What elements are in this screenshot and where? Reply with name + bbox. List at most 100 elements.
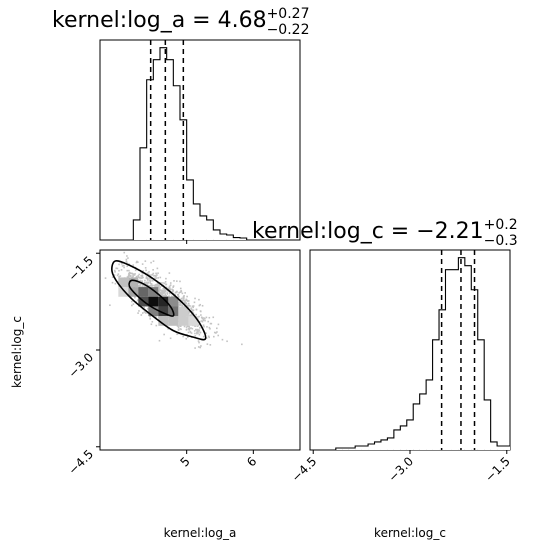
sample-point [141,274,144,277]
sample-point [189,314,192,317]
density-cell [188,316,199,326]
sample-point [152,260,155,262]
sample-point [114,271,116,273]
density-cell [158,296,169,307]
sample-point [166,292,169,294]
sample-point [151,285,154,287]
title-sup: +0.2 [484,217,518,233]
sample-point [156,274,158,276]
sample-point [208,336,210,339]
sample-point [144,260,147,262]
sample-point [188,325,190,327]
sample-point [132,275,134,278]
sample-point [205,337,208,339]
sample-point [197,324,200,327]
sample-point [143,284,145,287]
sample-point [194,332,196,335]
panel-title: kernel:log_c = −2.21+0.2 −0.3 [252,217,518,249]
sample-point [172,289,174,291]
sample-point [158,292,160,295]
sample-point [137,274,140,277]
sample-point [142,270,144,272]
sample-point [119,275,122,277]
x-tick-label: 6 [244,454,259,469]
density-cell [118,277,129,288]
sample-point [153,275,155,277]
sample-point [188,328,190,331]
sample-point [201,317,204,319]
sample-point [175,291,177,294]
sample-point [199,310,202,312]
sample-point [199,331,202,334]
sample-point [160,292,163,295]
histogram-bar [368,443,375,450]
sample-point [165,283,168,286]
sample-point [168,288,171,291]
sample-point [168,287,170,289]
sample-point [187,312,190,315]
sample-point [216,327,218,330]
sample-point [132,274,134,276]
sample-point [125,260,128,263]
sample-point [150,278,152,280]
sample-point [145,286,147,288]
sample-point [142,276,144,279]
contour-inner [128,279,175,317]
sample-point [156,285,159,288]
sample-point [149,274,151,277]
sample-point [164,290,167,293]
sample-point [184,301,187,304]
joint-density-panel: 5 6 −1.5 −3.0 −4.5 [66,249,301,478]
sample-point [162,295,164,298]
sample-point [159,293,162,296]
sample-point [129,272,132,275]
sample-point [169,337,172,340]
sample-point [201,304,204,307]
sample-point [157,277,159,279]
sample-point [164,293,167,296]
sample-point [126,255,128,257]
sample-point [163,291,166,293]
sample-point [125,261,128,264]
sample-point [185,328,188,331]
sample-point [212,316,215,319]
sample-point [213,331,216,334]
sample-point [159,286,161,288]
sample-point [155,277,158,279]
sample-point [147,281,150,284]
sample-point [117,273,120,275]
histogram-bar [361,445,369,450]
sample-point [192,306,194,309]
sample-point [143,281,146,284]
sample-point [143,282,146,285]
sample-point [121,265,124,267]
sample-point [143,286,145,288]
sample-point [162,292,164,295]
sample-point [137,282,140,284]
sample-point [180,289,182,292]
sample-point [156,282,159,285]
sample-point [165,294,167,297]
sample-point [131,304,133,307]
sample-point [154,285,156,287]
sample-point [192,305,195,307]
sample-point [208,326,211,329]
sample-point [217,323,220,326]
sample-point [177,296,180,298]
histogram-bar [133,219,140,240]
sample-point [128,272,130,275]
density-cell [148,287,159,297]
sample-point [202,335,205,338]
sample-point [169,289,171,292]
sample-point [137,299,139,302]
sample-point [155,285,158,287]
sample-point [140,314,143,316]
sample-point [158,293,161,295]
sample-point [123,251,126,254]
sample-point [161,295,164,297]
sample-point [180,300,183,302]
sample-point [145,282,147,285]
sample-point [136,275,138,278]
density-cell [178,306,189,317]
sample-point [174,294,176,296]
